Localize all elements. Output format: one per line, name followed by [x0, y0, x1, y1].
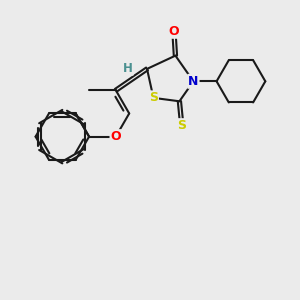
Text: H: H: [123, 62, 133, 75]
Text: O: O: [169, 25, 179, 38]
Text: S: S: [177, 119, 186, 132]
Text: S: S: [149, 92, 158, 104]
Text: O: O: [110, 130, 121, 143]
Text: N: N: [188, 75, 199, 88]
